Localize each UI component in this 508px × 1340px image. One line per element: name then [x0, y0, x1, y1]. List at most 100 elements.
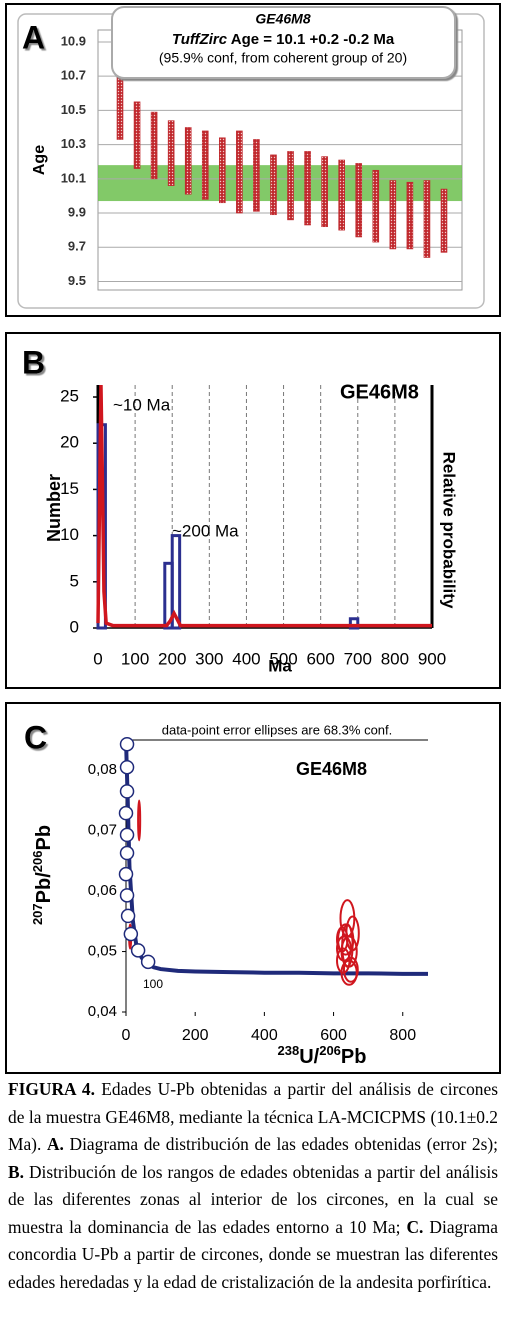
- age-bar: [253, 139, 260, 212]
- concordia-marker: [118, 866, 134, 882]
- note: data-point error ellipses are 68.3% conf…: [162, 722, 393, 737]
- annotation: ~10 Ma: [113, 395, 171, 414]
- x-tick-label: 200: [158, 649, 186, 668]
- concordia-marker: [118, 805, 134, 821]
- caption-label: B.: [8, 1161, 24, 1182]
- y-tick-label: 10.3: [61, 136, 86, 151]
- chart-title: GE46M8: [340, 381, 419, 403]
- concordia-marker: [119, 845, 135, 861]
- age-bar: [372, 169, 380, 243]
- error-ellipse: [340, 959, 358, 986]
- y-tick-label: 25: [60, 386, 79, 405]
- x-tick-label: 400: [232, 649, 260, 668]
- age-bar: [406, 181, 414, 250]
- panel-frame: [5, 332, 501, 689]
- mass-number: 238: [278, 1043, 300, 1058]
- y-tick-label: 0,06: [88, 882, 117, 899]
- age-bar: [338, 159, 345, 231]
- y-tick-label: 10.7: [61, 68, 86, 83]
- x-axis-label: Ma: [268, 656, 292, 675]
- element: Pb: [33, 825, 55, 851]
- histogram-bar: [170, 534, 182, 630]
- panel-frame: [5, 3, 501, 317]
- marker-label: 100: [143, 977, 163, 991]
- age-bar: [236, 130, 243, 214]
- error-ellipse: [336, 926, 349, 953]
- y-axis-label: Age: [31, 145, 48, 175]
- panel-label: B: [22, 344, 45, 380]
- caption-text: Diagrama de distribución de las edades o…: [63, 1134, 499, 1154]
- x-tick-label: 900: [418, 649, 446, 668]
- panel-label: A: [22, 19, 45, 55]
- x-tick-label: 300: [195, 649, 223, 668]
- concordia-marker: [123, 926, 139, 942]
- caption-text: Diagrama concordia U-Pb a partir de circ…: [8, 1216, 498, 1292]
- y-tick-label: 10: [60, 525, 79, 544]
- y-tick-label: 9.5: [68, 273, 86, 288]
- concordia-marker: [140, 954, 156, 970]
- concordia-marker: [119, 759, 135, 775]
- x-tick-label: 0: [122, 1027, 131, 1044]
- concordia-marker: [119, 736, 135, 752]
- age-bar: [116, 74, 124, 140]
- x-tick-label: 400: [251, 1027, 278, 1044]
- x-tick-label: 100: [121, 649, 149, 668]
- age-bar: [304, 151, 311, 226]
- panel-label: C: [24, 719, 47, 755]
- histogram-bar: [348, 617, 360, 630]
- element: Pb/: [33, 872, 55, 904]
- age-bar: [287, 151, 294, 221]
- x-tick-label: 800: [381, 649, 409, 668]
- x-tick-label: 200: [182, 1027, 209, 1044]
- age-bar: [423, 180, 431, 258]
- y-tick-label: 5: [70, 571, 79, 590]
- title-name: GE46M8: [255, 11, 310, 27]
- probability-curve: [96, 384, 432, 628]
- age-bar: [167, 120, 175, 186]
- y-tick-label: 9.7: [68, 239, 86, 254]
- panel-frame: [5, 702, 501, 1074]
- y-tick-label: 0,08: [88, 761, 117, 778]
- title-method: TuffZirc: [172, 31, 228, 48]
- age-bar: [133, 101, 141, 169]
- caption-label: A.: [46, 1134, 64, 1154]
- caption-text: Distribución de los rangos de edades obt…: [8, 1161, 498, 1237]
- y2-axis-label: Relative probability: [440, 452, 459, 609]
- element: Pb: [341, 1046, 367, 1068]
- age-bar: [150, 111, 158, 180]
- x-axis-label: 238U/206Pb: [278, 1043, 367, 1068]
- y-axis-label: Number: [44, 474, 64, 542]
- x-tick-label: 500: [269, 649, 297, 668]
- figure: A 9.5 9.7 9.9 10.1 10.3 10.5 10.7 10.9 Age GE46M8 T…: [5, 3, 501, 1074]
- x-tick-label: 800: [389, 1027, 416, 1044]
- concordia-marker: [119, 827, 135, 843]
- error-ellipse: [336, 935, 352, 962]
- caption-label: C.: [406, 1216, 424, 1237]
- y-tick-label: 0,04: [88, 1003, 117, 1020]
- caption: FIGURA 4. Edades U-Pb obtenidas a partir…: [8, 1076, 498, 1296]
- x-tick-label: 600: [306, 649, 334, 668]
- concordia-marker: [119, 784, 135, 799]
- concordia-curve: [124, 739, 428, 976]
- x-tick-label: 0: [93, 649, 102, 668]
- age-bar: [355, 163, 363, 238]
- y-tick-label: 10.9: [61, 33, 86, 48]
- y-tick-label: 20: [60, 433, 79, 452]
- y-tick-label: 0,07: [88, 822, 117, 839]
- age-bar: [440, 188, 448, 253]
- concordia-marker: [119, 888, 135, 903]
- x-tick-label: 700: [344, 649, 372, 668]
- age-bar: [184, 127, 192, 195]
- y-tick-label: 10.1: [61, 170, 86, 185]
- element: U/: [299, 1046, 319, 1068]
- x-tick-label: 600: [320, 1027, 347, 1044]
- error-ellipse: [137, 799, 142, 842]
- caption-label: FIGURA 4.: [8, 1079, 95, 1099]
- annotation: ~200 Ma: [172, 521, 239, 540]
- concordia-marker: [130, 943, 146, 958]
- age-bar: [219, 137, 226, 204]
- y-tick-label: 0,05: [88, 943, 117, 960]
- age-bar: [389, 180, 397, 250]
- y-axis-label: 207Pb/206Pb: [30, 825, 55, 925]
